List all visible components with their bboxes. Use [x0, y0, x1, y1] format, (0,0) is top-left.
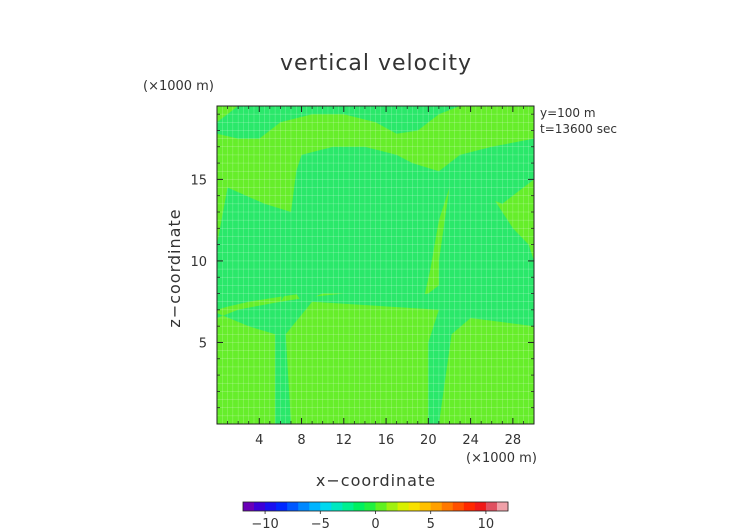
contour-region-3	[217, 106, 460, 139]
x-tick-label: 12	[336, 433, 353, 448]
colorbar-swatch	[265, 502, 277, 511]
colorbar-swatch	[375, 502, 388, 511]
contour-region-1	[217, 179, 534, 424]
colorbar-swatch	[254, 502, 266, 511]
colorbar-swatch	[408, 502, 421, 511]
colorbar-swatch	[320, 502, 332, 511]
colorbar-swatch	[342, 502, 354, 511]
colorbar-swatch	[243, 502, 255, 511]
contour-regions	[217, 106, 534, 424]
y-axis-label: z−coordinate	[165, 208, 184, 327]
annotation-y: y=100 m	[540, 106, 596, 120]
chart-title: vertical velocity	[280, 51, 472, 76]
colorbar-swatch	[287, 502, 299, 511]
colorbar-swatch	[276, 502, 288, 511]
y-tick-label: 10	[190, 255, 207, 270]
grid-lines	[217, 106, 534, 424]
x-tick-label: 4	[255, 433, 263, 448]
annotation-t: t=13600 sec	[540, 122, 617, 136]
x-tick-label: 24	[462, 433, 479, 448]
colorbar-swatch	[353, 502, 365, 511]
contour-region-2	[217, 138, 534, 310]
x-axis-label: x−coordinate	[316, 471, 436, 490]
colorbar-swatch	[474, 502, 487, 511]
colorbar-swatch	[298, 502, 310, 511]
colorbar-swatch	[397, 502, 410, 511]
x-tick-label: 28	[505, 433, 522, 448]
colorbar-swatch	[441, 502, 454, 511]
x-axis-ticks: 4 8 12 16 20 24 28	[227, 106, 524, 448]
colorbar: −10 −5 0 5 10	[242, 501, 509, 532]
colorbar-tick-label: 5	[427, 517, 435, 532]
x-tick-label: 16	[378, 433, 395, 448]
y-tick-label: 15	[190, 173, 207, 188]
colorbar-tick-label: −10	[251, 517, 278, 532]
colorbar-tick-label: 10	[478, 517, 495, 532]
y-axis-ticks: 5 10 15	[190, 113, 534, 409]
colorbar-swatch	[452, 502, 465, 511]
colorbar-swatch	[485, 502, 498, 511]
colorbar-swatch	[496, 502, 509, 511]
y-axis-unit: (×1000 m)	[143, 79, 214, 94]
x-axis-unit: (×1000 m)	[466, 451, 537, 466]
colorbar-swatch	[419, 502, 432, 511]
x-tick-label: 20	[420, 433, 437, 448]
colorbar-swatch	[430, 502, 443, 511]
y-tick-label: 5	[199, 336, 207, 351]
colorbar-swatch	[331, 502, 343, 511]
plot-area: 4 8 12 16 20 24 28 5 10 15	[190, 105, 535, 448]
colorbar-tick-label: 0	[371, 517, 379, 532]
colorbar-swatch	[364, 502, 376, 511]
colorbar-swatch	[386, 502, 399, 511]
x-tick-label: 8	[297, 433, 305, 448]
colorbar-swatch	[309, 502, 321, 511]
colorbar-tick-label: −5	[311, 517, 330, 532]
colorbar-swatch	[463, 502, 476, 511]
